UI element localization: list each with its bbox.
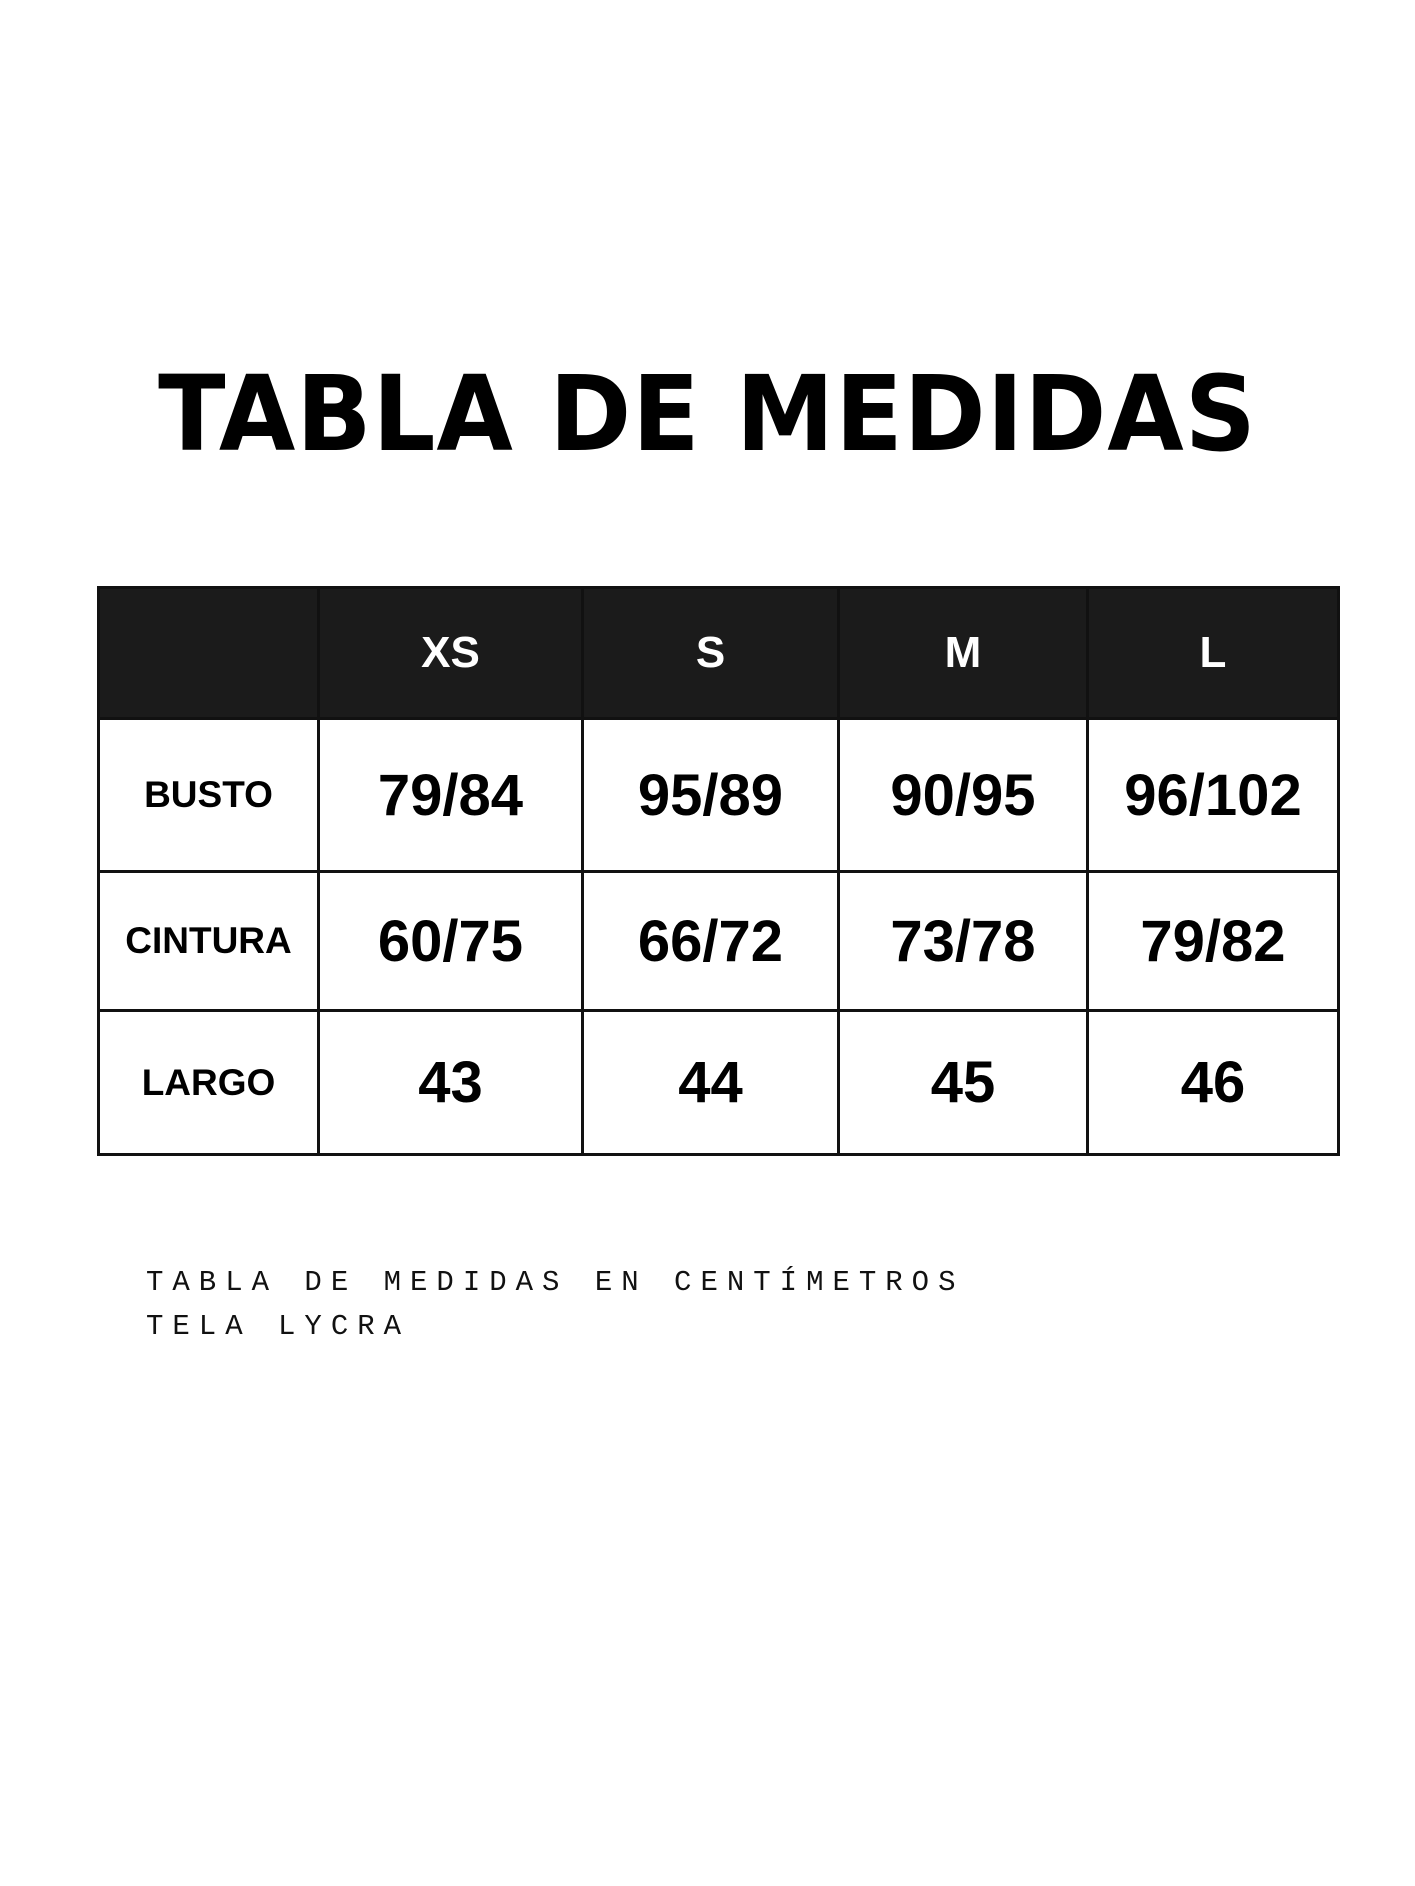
- table-cell: 73/78: [837, 870, 1089, 1012]
- table-row: BUSTO 79/84 95/89 90/95 96/102: [97, 717, 1340, 873]
- table-cell: 90/95: [837, 717, 1089, 873]
- table-cell: 96/102: [1086, 717, 1340, 873]
- table-cell: 60/75: [317, 870, 584, 1012]
- row-label: CINTURA: [97, 870, 320, 1012]
- page-title: TABLA DE MEDIDAS: [158, 353, 1257, 475]
- header-l: L: [1086, 586, 1340, 720]
- header-empty: [97, 586, 320, 720]
- note-units: TABLA DE MEDIDAS EN CENTÍMETROS: [146, 1266, 965, 1299]
- note-fabric: TELA LYCRA: [146, 1310, 411, 1343]
- table-row: CINTURA 60/75 66/72 73/78 79/82: [97, 870, 1340, 1012]
- row-label: BUSTO: [97, 717, 320, 873]
- table-cell: 43: [317, 1009, 584, 1156]
- table-cell: 79/84: [317, 717, 584, 873]
- table-row: LARGO 43 44 45 46: [97, 1009, 1340, 1156]
- header-m: M: [837, 586, 1089, 720]
- table-cell: 45: [837, 1009, 1089, 1156]
- size-table: XS S M L BUSTO 79/84 95/89 90/95 96/102 …: [97, 586, 1340, 1156]
- row-label: LARGO: [97, 1009, 320, 1156]
- table-cell: 66/72: [581, 870, 840, 1012]
- table-cell: 44: [581, 1009, 840, 1156]
- table-cell: 95/89: [581, 717, 840, 873]
- header-s: S: [581, 586, 840, 720]
- table-header-row: XS S M L: [97, 586, 1340, 720]
- table-cell: 79/82: [1086, 870, 1340, 1012]
- table-cell: 46: [1086, 1009, 1340, 1156]
- header-xs: XS: [317, 586, 584, 720]
